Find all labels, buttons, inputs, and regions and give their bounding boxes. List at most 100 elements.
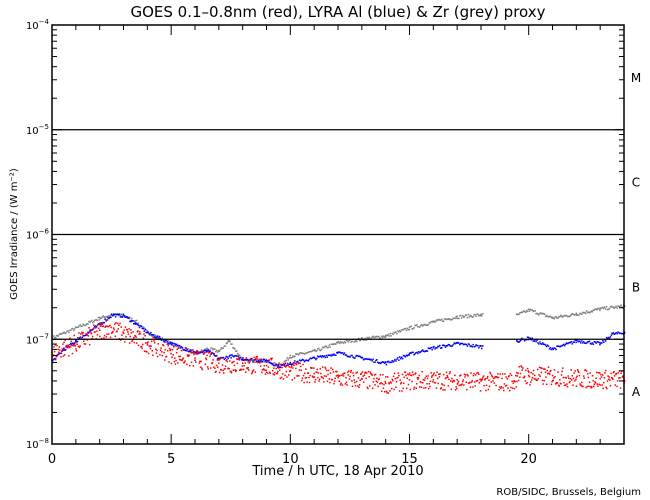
data-point (203, 352, 206, 354)
data-point (508, 375, 510, 377)
data-point (386, 376, 389, 378)
data-point (451, 377, 453, 380)
data-point (144, 335, 146, 337)
data-point (134, 321, 136, 323)
data-point (531, 377, 534, 379)
data-point (76, 340, 79, 343)
data-point (64, 332, 66, 335)
data-point (594, 308, 596, 311)
data-point (547, 345, 550, 347)
data-point (53, 357, 56, 360)
data-point (450, 388, 453, 391)
data-point (286, 362, 289, 364)
data-point (471, 379, 473, 382)
data-point (594, 381, 596, 383)
data-point (575, 376, 578, 379)
data-point (329, 372, 332, 374)
data-point (385, 363, 388, 366)
data-point (560, 314, 562, 317)
data-point (63, 331, 65, 333)
data-point (473, 346, 475, 348)
data-point (411, 371, 414, 373)
data-point (515, 374, 517, 377)
data-point (339, 383, 342, 386)
data-point (62, 355, 65, 357)
data-point (326, 369, 328, 372)
data-point (154, 336, 156, 338)
data-point (251, 357, 253, 360)
data-point (180, 349, 183, 352)
data-point (306, 359, 308, 362)
data-point (565, 342, 568, 344)
data-point (288, 366, 290, 368)
data-point (374, 384, 376, 386)
data-point (217, 366, 219, 368)
data-point (387, 360, 390, 363)
data-point (106, 325, 108, 328)
data-point (309, 351, 311, 353)
data-point (389, 332, 391, 335)
data-point (134, 323, 137, 325)
data-point (262, 359, 265, 362)
data-point (208, 350, 210, 353)
data-point (580, 342, 582, 344)
y-tick-labels: 10−810−710−610−510−4 (26, 18, 50, 451)
data-point (419, 326, 421, 328)
data-point (427, 347, 430, 349)
data-point (572, 384, 574, 386)
data-point (405, 354, 408, 357)
data-point (573, 314, 575, 316)
data-point (173, 343, 175, 345)
data-point (400, 357, 402, 360)
data-point (458, 342, 460, 344)
data-point (197, 352, 200, 355)
data-point (265, 359, 268, 362)
data-point (482, 376, 484, 379)
data-point (517, 379, 520, 382)
data-point (360, 373, 362, 376)
data-point (53, 350, 56, 353)
data-point (106, 319, 109, 321)
data-point (601, 307, 603, 309)
data-point (554, 383, 557, 385)
data-point (479, 345, 481, 347)
data-point (155, 334, 157, 337)
data-point (423, 350, 426, 353)
data-point (312, 349, 314, 352)
class-label-M: M (631, 71, 641, 85)
data-point (175, 343, 177, 346)
data-point (410, 374, 413, 377)
data-point (545, 376, 547, 378)
data-point (527, 308, 530, 311)
data-point (212, 366, 215, 368)
data-point (456, 342, 458, 344)
data-point (619, 305, 621, 308)
data-point (445, 371, 448, 374)
data-point (169, 349, 171, 352)
data-point (122, 331, 124, 333)
data-point (375, 380, 377, 383)
data-point (68, 331, 70, 334)
data-point (75, 340, 78, 342)
data-point (490, 381, 492, 383)
data-point (408, 379, 411, 381)
data-point (470, 381, 473, 383)
data-point (548, 348, 551, 350)
data-point (155, 336, 157, 339)
data-point (163, 339, 165, 342)
data-point (225, 342, 227, 345)
data-point (72, 342, 74, 344)
data-point (476, 313, 478, 316)
data-point (424, 324, 427, 326)
data-point (218, 349, 220, 352)
data-point (251, 372, 253, 375)
data-point (108, 317, 110, 320)
data-point (72, 327, 74, 330)
data-point (378, 378, 380, 380)
data-point (313, 349, 315, 352)
data-point (455, 386, 457, 388)
data-point (212, 359, 214, 361)
data-point (61, 332, 63, 335)
data-point (330, 355, 332, 357)
